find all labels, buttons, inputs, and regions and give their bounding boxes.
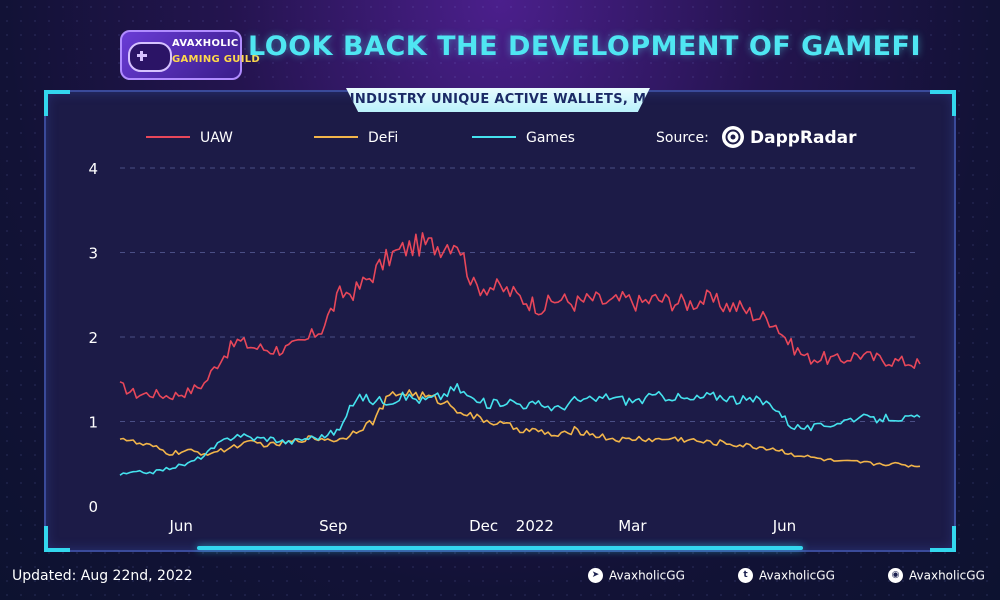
series-lines [119,232,921,476]
guild-logo: AVAXHOLIC GAMING GUILD [120,30,260,80]
y-tick-label: 3 [88,245,98,263]
social-discord-label: AvaxholicGG [909,568,985,583]
social-discord[interactable]: ◉ AvaxholicGG [888,568,985,583]
telegram-icon: ➤ [588,568,603,583]
logo-line-2: GAMING GUILD [172,54,260,65]
panel-bottom-accent [197,546,803,550]
series-line-games [119,383,921,476]
x-tick-label: Mar [618,517,647,535]
page-title: LOOK BACK THE DEVELOPMENT OF GAMEFI [248,31,922,62]
grid-lines [120,167,920,422]
legend-label-defi: DeFi [368,130,398,146]
discord-icon: ◉ [888,568,903,583]
x-tick-label: Jun [168,517,192,535]
source-credit: Source: DappRadar [656,126,857,148]
y-tick-label: 2 [88,329,98,347]
legend: UAW DeFi Games [146,130,575,146]
footer: Updated: Aug 22nd, 2022 ➤ AvaxholicGG t Av… [0,558,1000,600]
panel-corner-bottom-left [44,526,70,552]
gamepad-icon [128,42,172,72]
x-tick-label: Jun [772,517,796,535]
panel-corner-top-left [44,90,70,116]
series-line-defi [119,389,921,468]
social-telegram[interactable]: ➤ AvaxholicGG [588,568,685,583]
source-name: DappRadar [750,128,857,148]
updated-date: Updated: Aug 22nd, 2022 [12,568,193,584]
series-line-uaw [119,232,921,401]
x-tick-label: Dec [469,517,498,535]
legend-label-games: Games [526,130,575,146]
social-telegram-label: AvaxholicGG [609,568,685,583]
social-twitter-label: AvaxholicGG [759,568,835,583]
header: AVAXHOLIC GAMING GUILD LOOK BACK THE DEV… [0,0,1000,90]
panel-corner-top-right [930,90,956,116]
chart-panel: INDUSTRY UNIQUE ACTIVE WALLETS, M [44,88,956,552]
twitter-icon: t [738,568,753,583]
source-label: Source: [656,130,709,146]
social-twitter[interactable]: t AvaxholicGG [738,568,835,583]
x-axis: Jun Sep Dec 2022 Mar Jun [168,517,796,535]
panel-corner-bottom-right [930,526,956,552]
y-axis: 0 1 2 3 4 [88,160,98,516]
x-tick-label: 2022 [516,517,554,535]
dappradar-logo-icon [722,126,744,148]
x-tick-label: Sep [319,517,347,535]
y-tick-label: 0 [88,498,98,516]
y-tick-label: 1 [88,414,98,432]
y-tick-label: 4 [88,160,98,178]
line-chart: 0 1 2 3 4 Jun Sep Dec 2022 Mar Jun UAW DeFi Games… [88,126,921,535]
chart-title: INDUSTRY UNIQUE ACTIVE WALLETS, M [346,88,650,112]
legend-label-uaw: UAW [200,130,233,146]
logo-line-1: AVAXHOLIC [172,38,239,49]
